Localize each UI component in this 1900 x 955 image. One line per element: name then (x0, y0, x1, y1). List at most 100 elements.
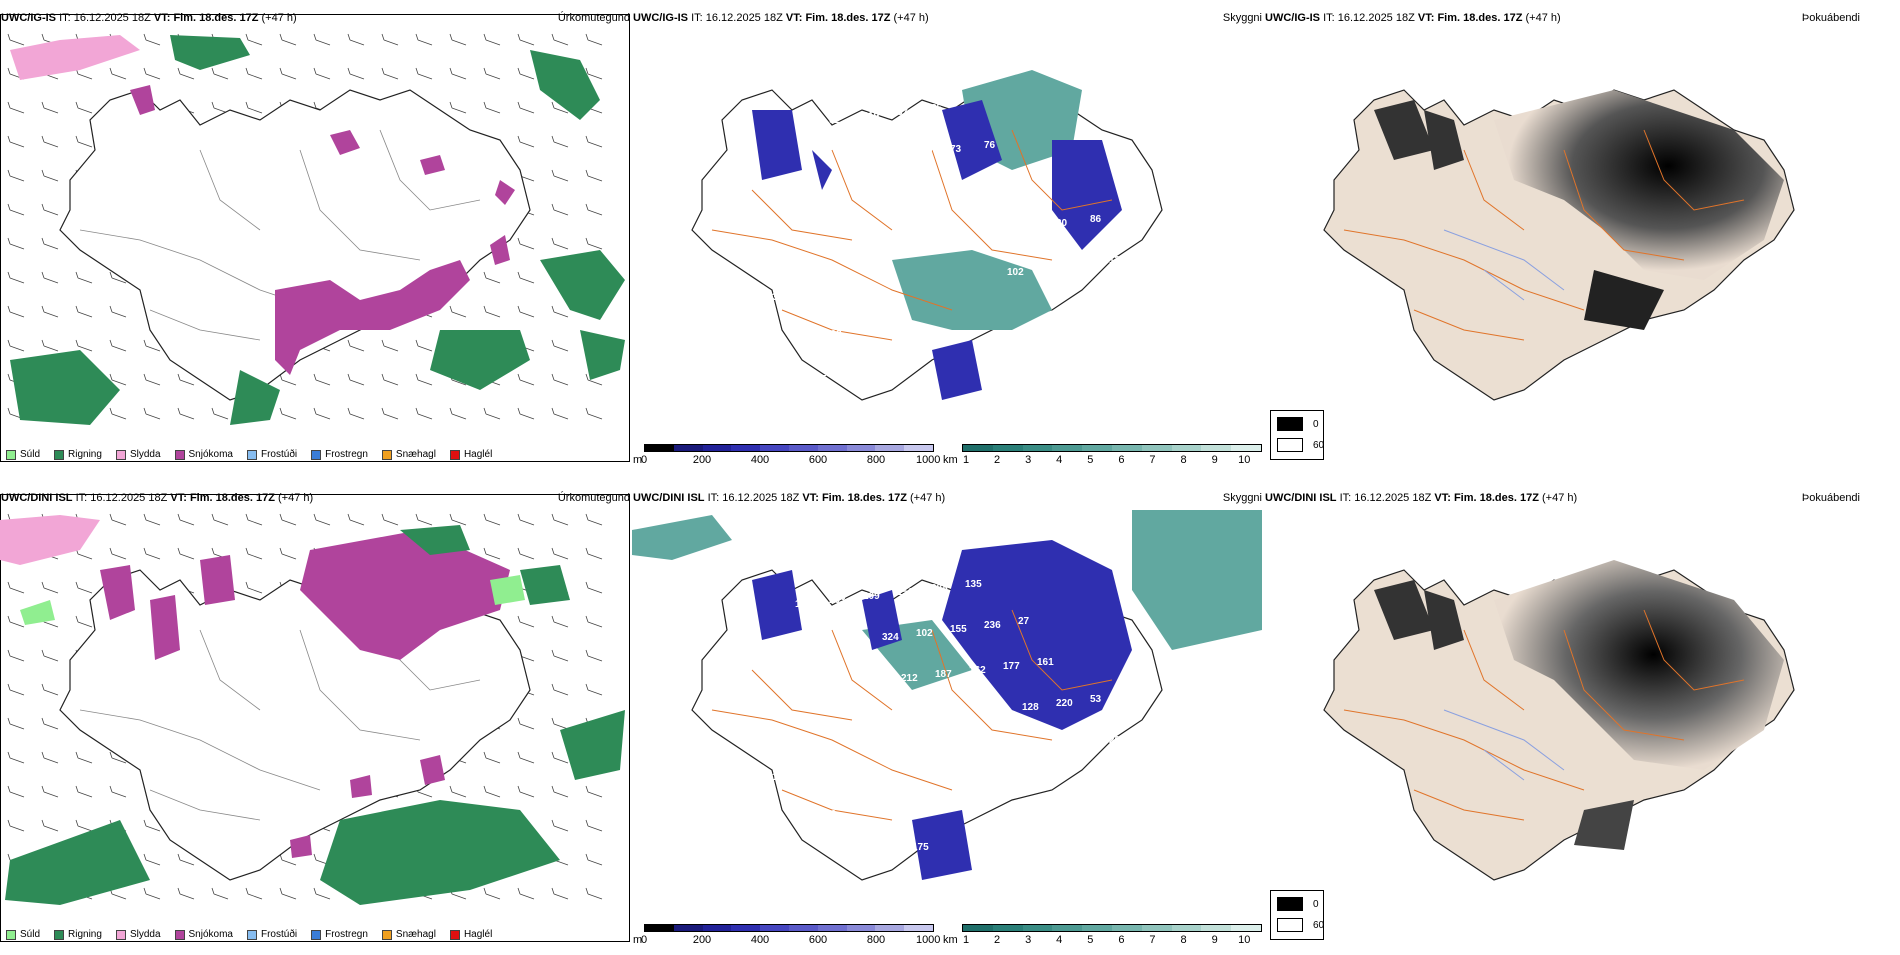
forecast-row-2: UWC/DINI ISL IT: 16.12.2025 18Z VT: Fim.… (0, 480, 1900, 955)
wind-barb (483, 67, 501, 80)
wind-barb (585, 407, 603, 420)
wind-barb (245, 887, 263, 900)
wind-barb (415, 33, 433, 46)
wind-barb (211, 887, 229, 900)
wind-barb (279, 67, 297, 80)
colorbar-bin (1052, 925, 1083, 931)
cloud-visibility-panel: UWC/DINI ISL IT: 16.12.2025 18Z VT: Fim.… (632, 480, 1264, 950)
colorbar-bin (702, 445, 732, 451)
wind-barb (143, 67, 161, 80)
colorbar-bin (1082, 445, 1112, 451)
cloud-visibility-panel: UWC/IG-IS IT: 16.12.2025 18Z VT: Fim. 18… (632, 0, 1264, 470)
wind-barb (41, 305, 59, 318)
cloud-base-label: 81 (935, 189, 947, 200)
colorbar-bin (645, 445, 674, 451)
cloud-base-label: 229 (757, 337, 774, 348)
cloud-base-label: 141 (969, 185, 986, 196)
visibility-colorbar-swatches (962, 444, 1262, 452)
wind-barb (551, 513, 569, 526)
cloud-base-label: 73 (950, 144, 962, 155)
legend-swatch (1277, 918, 1303, 932)
wind-barb (415, 513, 433, 526)
panel-title: Úrkomutegund (557, 12, 630, 24)
panel-header: UWC/IG-IS IT: 16.12.2025 18Z VT: Fim. 18… (1, 12, 630, 24)
wind-barb (551, 339, 569, 352)
init-time: 16.12.2025 18Z (73, 12, 151, 24)
precip-legend: Súld Rigning Slydda Snjókoma Frostúði Fr… (6, 449, 492, 460)
cloud-base-label: 142 (1128, 776, 1145, 787)
wind-barb (109, 407, 127, 420)
legend-swatch (174, 449, 185, 460)
wind-barb (7, 819, 25, 832)
legend-swatch (246, 929, 257, 940)
wind-barb (109, 305, 127, 318)
colorbar-bin (817, 925, 847, 931)
cloud-base-label: 64 (844, 370, 856, 381)
visibility-ticks: 1 2 3 4 5 6 7 8 9 10 (962, 934, 1251, 946)
wind-barb (75, 785, 93, 798)
wind-barb (143, 819, 161, 832)
wind-barb (313, 67, 331, 80)
cloud-base-label: 224 (954, 710, 971, 721)
cloud-base-label: 66 (825, 809, 837, 820)
wind-barb (313, 887, 331, 900)
wind-barb (517, 887, 535, 900)
legend-item: Súld (6, 929, 40, 940)
wind-barb (75, 339, 93, 352)
legend-item: Slydda (115, 449, 161, 460)
cloud-base-label: 85 (931, 103, 943, 114)
wind-barb (415, 339, 433, 352)
init-time: 16.12.2025 18Z (90, 492, 168, 504)
legend-item: Frostúði (246, 449, 297, 460)
wind-barb (347, 373, 365, 386)
wind-barb (585, 819, 603, 832)
cloud-base-label: 238 (931, 583, 948, 594)
wind-barb (585, 373, 603, 386)
wind-barb (177, 513, 195, 526)
wind-barb (347, 67, 365, 80)
legend-item: Haglél (449, 929, 492, 940)
legend-item: Súld (6, 449, 40, 460)
colorbar-bin (992, 445, 1023, 451)
colorbar-bin (673, 925, 703, 931)
wind-barb (211, 67, 229, 80)
wind-barb (551, 751, 569, 764)
wind-barb (245, 581, 263, 594)
cloud-base-label: 241 (848, 636, 865, 647)
wind-barb (143, 373, 161, 386)
wind-barb (551, 887, 569, 900)
cloud-base-label: 248 (844, 850, 861, 861)
wind-barb (585, 887, 603, 900)
wind-barb (449, 101, 467, 114)
wind-barb (313, 513, 331, 526)
cloud-base-label: 175 (912, 842, 929, 853)
colorbar-bin (817, 445, 847, 451)
fog-map (1323, 560, 1795, 881)
wind-barb (585, 33, 603, 46)
wind-barb (177, 853, 195, 866)
visibility-ticks: 1 2 3 4 5 6 7 8 9 10 (962, 454, 1251, 466)
cloud-base-label: 102 (916, 628, 933, 639)
legend-swatch (449, 929, 460, 940)
wind-barb (41, 203, 59, 216)
cloud-base-label: 342 (772, 292, 789, 303)
wind-barb (551, 547, 569, 560)
legend-item: Rigning (54, 449, 102, 460)
lead-time: (+47 h) (278, 492, 314, 504)
colorbar-bin (1052, 445, 1083, 451)
cloud-base-label: 182 (791, 813, 808, 824)
wind-barb (177, 547, 195, 560)
cloud-base-label: 22 (1003, 181, 1015, 192)
wind-barb (381, 513, 399, 526)
wind-barb (109, 547, 127, 560)
valid-time: Fim. 18.des. 17Z (173, 12, 259, 24)
cloud-base-label: 12 (1109, 255, 1121, 266)
wind-barb (517, 407, 535, 420)
wind-barb (75, 271, 93, 284)
wind-barb (313, 33, 331, 46)
wind-barb (279, 513, 297, 526)
wind-barb (585, 785, 603, 798)
wind-barb (585, 203, 603, 216)
wind-barb (109, 751, 127, 764)
cloud-base-label: 331 (1094, 780, 1111, 791)
